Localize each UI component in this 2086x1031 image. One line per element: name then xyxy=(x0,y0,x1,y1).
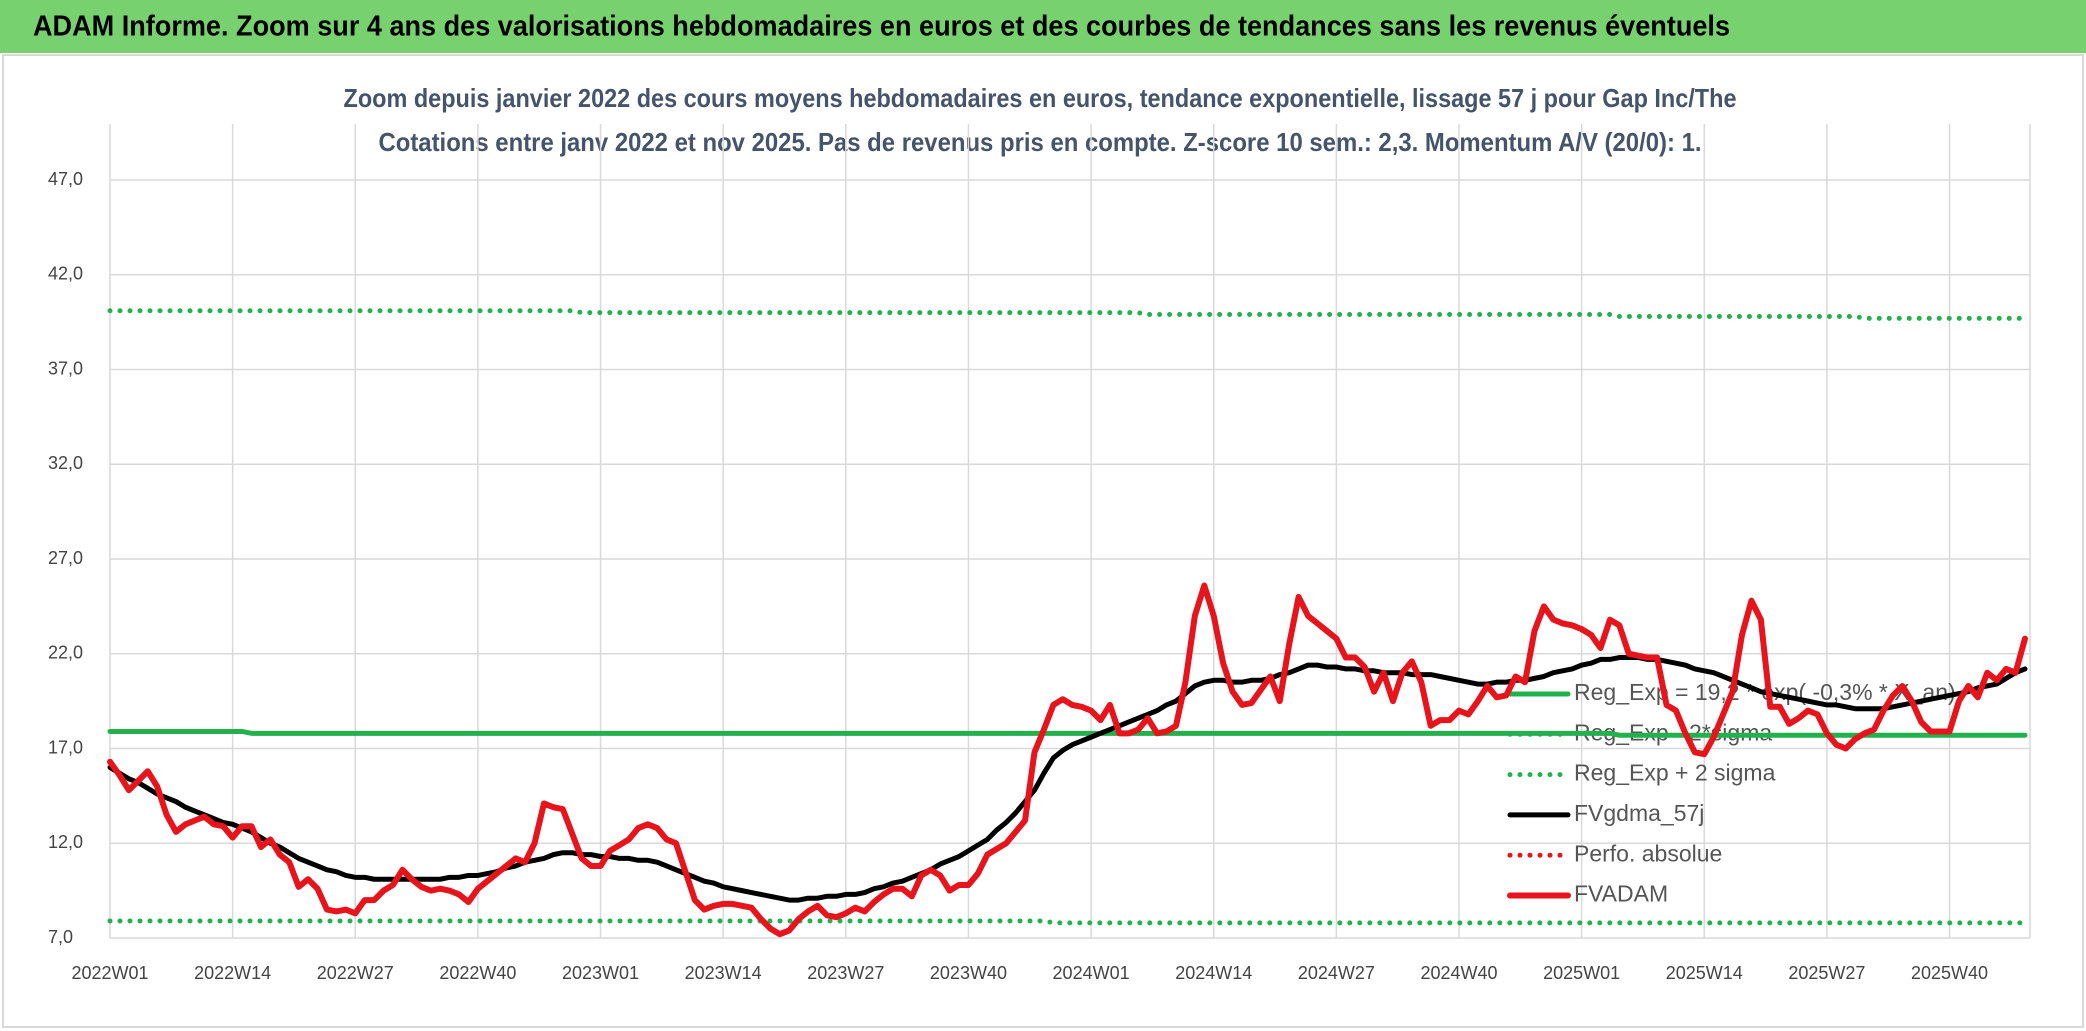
series-line xyxy=(107,728,2028,738)
chart-subtitle: Cotations entre janv 2022 et nov 2025. P… xyxy=(379,127,1702,157)
chart-frame xyxy=(2,54,2084,1028)
legend-label: FVgdma_57j xyxy=(1574,800,1704,826)
y-tick-label: 42,0 xyxy=(48,264,83,284)
y-tick-label: 17,0 xyxy=(48,737,83,757)
y-tick-label: 27,0 xyxy=(48,548,83,568)
x-tick-label: 2023W27 xyxy=(807,963,884,983)
x-tick-label: 2023W01 xyxy=(562,963,639,983)
y-tick-label: 32,0 xyxy=(48,453,83,473)
x-tick-label: 2024W14 xyxy=(1175,963,1252,983)
legend-label: FVADAM xyxy=(1574,881,1668,907)
x-tick-label: 2025W40 xyxy=(1911,963,1988,983)
legend-label: Perfo. absolue xyxy=(1574,840,1722,866)
chart-title: Zoom depuis janvier 2022 des cours moyen… xyxy=(344,83,1737,113)
x-tick-label: 2022W40 xyxy=(439,963,516,983)
x-tick-label: 2025W27 xyxy=(1788,963,1865,983)
header-bar xyxy=(0,0,2086,53)
x-tick-label: 2022W14 xyxy=(194,963,271,983)
x-tick-label: 2022W27 xyxy=(317,963,394,983)
y-tick-label: 47,0 xyxy=(48,169,83,189)
header-title: ADAM Informe. Zoom sur 4 ans des valoris… xyxy=(33,11,1730,43)
series-line xyxy=(107,655,2028,903)
x-tick-label: 2024W40 xyxy=(1420,963,1497,983)
x-tick-label: 2025W14 xyxy=(1666,963,1743,983)
x-tick-label: 2024W01 xyxy=(1053,963,1130,983)
x-tick-label: 2024W27 xyxy=(1298,963,1375,983)
y-tick-label: 12,0 xyxy=(48,832,83,852)
x-tick-label: 2023W14 xyxy=(685,963,762,983)
x-tick-label: 2023W40 xyxy=(930,963,1007,983)
series-line xyxy=(107,582,2028,938)
x-tick-label: 2022W01 xyxy=(71,963,148,983)
legend-label: Reg_Exp + 2 sigma xyxy=(1574,760,1776,786)
series-line xyxy=(107,918,2028,926)
series-line xyxy=(107,308,2028,321)
y-tick-label: 7,0 xyxy=(48,927,73,947)
y-tick-label: 37,0 xyxy=(48,358,83,378)
y-tick-label: 22,0 xyxy=(48,643,83,663)
x-tick-label: 2025W01 xyxy=(1543,963,1620,983)
